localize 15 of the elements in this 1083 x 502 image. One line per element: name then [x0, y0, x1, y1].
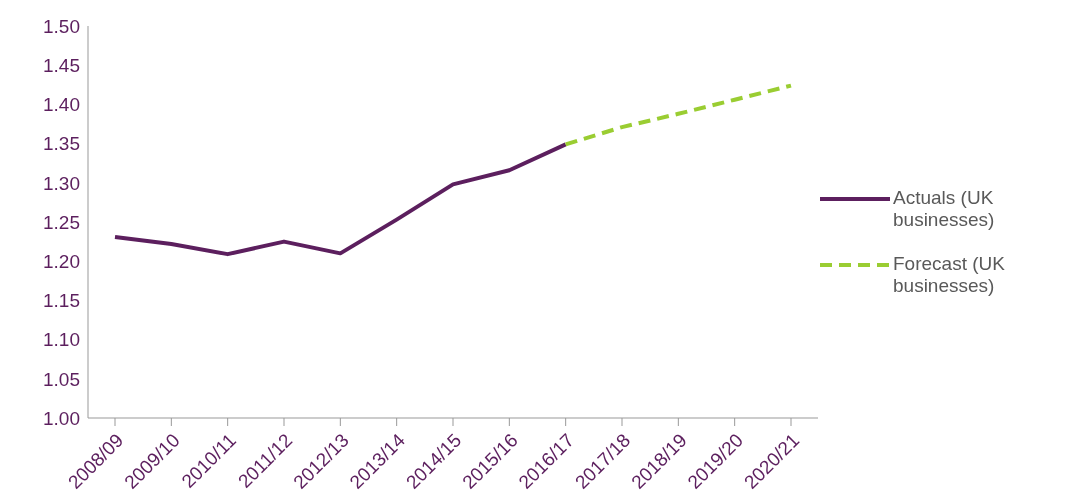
y-tick-label: 1.45 — [43, 54, 80, 76]
legend-label: Actuals (UK businesses) — [893, 187, 996, 231]
y-tick-label: 1.20 — [43, 250, 80, 272]
legend-label: Forecast (UK businesses) — [893, 253, 1006, 297]
line-series — [563, 83, 793, 147]
y-tick-label: 1.50 — [43, 15, 80, 37]
y-tick-label: 1.40 — [43, 94, 80, 116]
y-tick-label: 1.05 — [43, 368, 80, 390]
y-tick-label: 1.10 — [43, 329, 80, 351]
y-tick-label: 1.15 — [43, 290, 80, 312]
line-series — [113, 142, 568, 257]
y-tick-label: 1.00 — [43, 407, 80, 429]
y-tick-label: 1.35 — [43, 133, 80, 155]
y-tick-label: 1.30 — [43, 172, 80, 194]
y-tick-label: 1.25 — [43, 211, 80, 233]
